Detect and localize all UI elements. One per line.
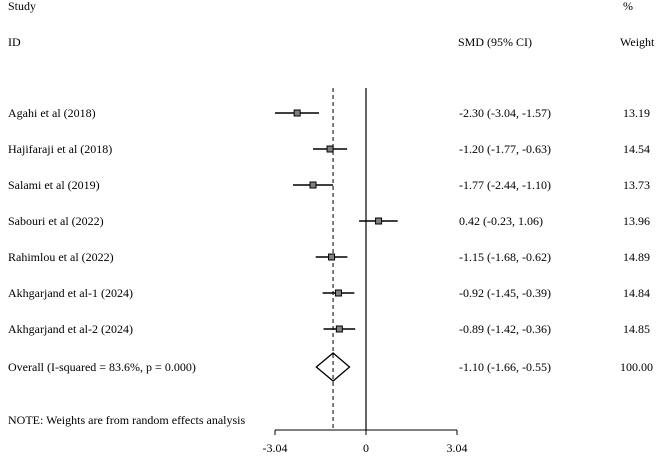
overall-diamond — [315, 352, 351, 382]
overall-label: Overall (I-squared = 83.6%, p = 0.000) — [8, 360, 196, 374]
point-estimate — [328, 253, 336, 261]
study-id: Akhgarjand et al-2 (2024) — [8, 322, 133, 336]
point-estimate — [375, 217, 383, 225]
ci-text: -0.92 (-1.45, -0.39) — [459, 286, 551, 300]
study-id: Rahimlou et al (2022) — [8, 250, 114, 264]
x-tick-label: 0 — [363, 441, 369, 455]
weight-text: 14.84 — [623, 286, 650, 300]
study-row: Rahimlou et al (2022) -1.15 (-1.68, -0.62… — [8, 250, 650, 264]
overall-ci-text: -1.10 (-1.66, -0.55) — [459, 360, 551, 374]
point-estimate — [326, 145, 334, 153]
study-row: Sabouri et al (2022) 0.42 (-0.23, 1.06) 13… — [8, 214, 650, 228]
ci-text: -2.30 (-3.04, -1.57) — [459, 106, 551, 120]
point-estimate — [309, 181, 317, 189]
ci-text: -1.20 (-1.77, -0.63) — [459, 142, 551, 156]
study-id: Agahi et al (2018) — [8, 106, 96, 120]
study-id: Akhgarjand et al-1 (2024) — [8, 286, 133, 300]
study-row: Hajifaraji et al (2018) -1.20 (-1.77, -0.… — [8, 142, 650, 156]
header-id: ID — [8, 35, 21, 49]
study-row: Akhgarjand et al-2 (2024) -0.89 (-1.42, -… — [8, 322, 650, 336]
weight-text: 13.73 — [623, 178, 650, 192]
header-weight: Weight — [620, 35, 655, 49]
header-smd: SMD (95% CI) — [458, 35, 532, 49]
weight-text: 13.19 — [623, 106, 650, 120]
weight-text: 14.54 — [623, 142, 650, 156]
weight-text: 14.89 — [623, 250, 650, 264]
weight-text: 14.85 — [623, 322, 650, 336]
overall-weight-text: 100.00 — [620, 360, 653, 374]
study-row: Salami et al (2019) -1.77 (-2.44, -1.10) 1… — [8, 178, 650, 192]
ci-text: -1.15 (-1.68, -0.62) — [459, 250, 551, 264]
x-tick-label: -3.04 — [263, 441, 288, 455]
point-estimate — [293, 109, 301, 117]
ci-text: -1.77 (-2.44, -1.10) — [459, 178, 551, 192]
header-study: Study — [8, 0, 36, 13]
study-row: Akhgarjand et al-1 (2024) -0.92 (-1.45, -… — [8, 286, 650, 300]
study-id: Hajifaraji et al (2018) — [8, 142, 112, 156]
point-estimate — [335, 325, 343, 333]
study-id: Salami et al (2019) — [8, 178, 100, 192]
header-percent: % — [623, 0, 633, 13]
point-estimate — [334, 289, 342, 297]
ci-text: -0.89 (-1.42, -0.36) — [459, 322, 551, 336]
weight-text: 13.96 — [623, 214, 650, 228]
study-id: Sabouri et al (2022) — [8, 214, 104, 228]
overall-row: Overall (I-squared = 83.6%, p = 0.000) -1… — [8, 352, 653, 382]
study-row: Agahi et al (2018) -2.30 (-3.04, -1.57) 13… — [8, 106, 650, 120]
ci-text: 0.42 (-0.23, 1.06) — [459, 214, 543, 228]
x-tick-label: 3.04 — [447, 441, 468, 455]
note-text: NOTE: Weights are from random effects an… — [8, 413, 246, 427]
